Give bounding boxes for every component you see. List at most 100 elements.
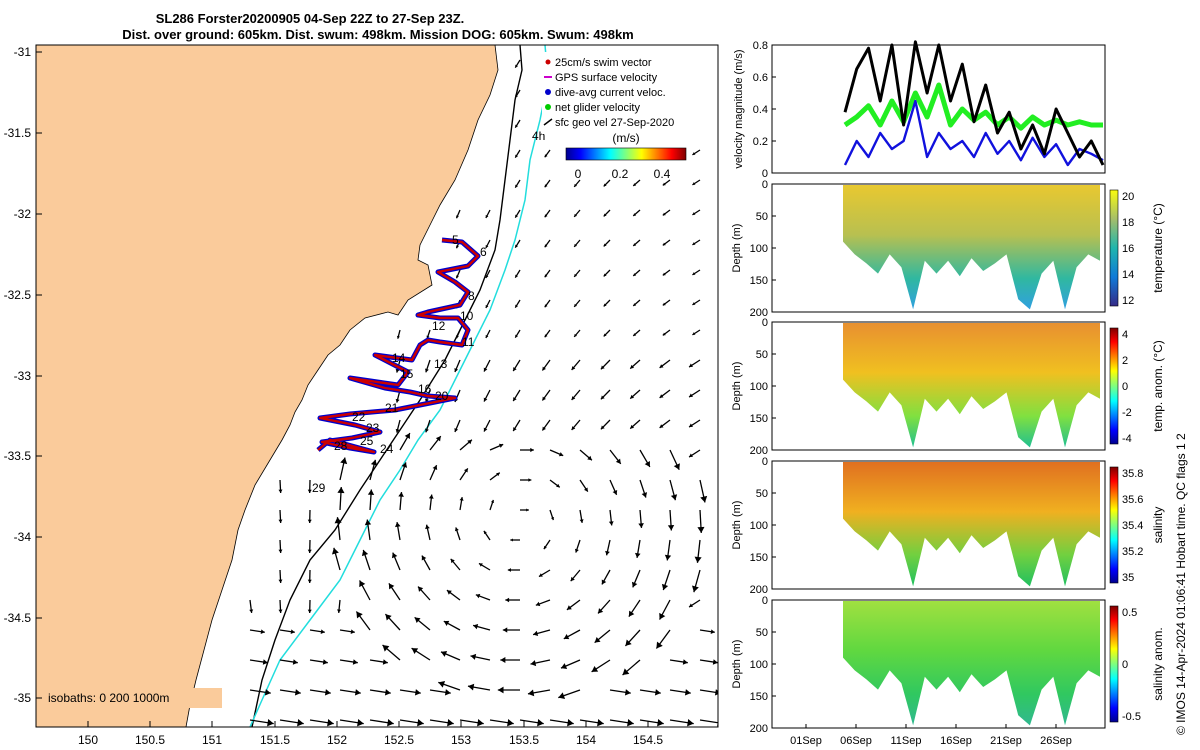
geo-arrow-head: [515, 124, 518, 128]
geo-arrow-head: [515, 154, 518, 158]
geo-arrow-head: [352, 659, 358, 665]
geo-arrow-head: [558, 452, 564, 457]
geo-arrow-head: [635, 552, 641, 558]
day-label: 10: [460, 309, 474, 323]
geo-arrow-head: [450, 558, 455, 564]
geo-arrow-head: [414, 689, 421, 696]
lon-tick-label: 154.5: [633, 733, 663, 747]
geo-arrow-head: [357, 718, 364, 727]
geo-arrow-head: [515, 274, 518, 278]
geo-arrow-head: [485, 275, 489, 279]
geo-arrow-head: [490, 499, 495, 504]
geo-arrow-head: [249, 609, 254, 613]
lon-tick-label: 150.5: [135, 733, 165, 747]
footer-credit: © IMOS 14-Apr-2024 01:06:41 Hobart time.…: [1174, 433, 1188, 735]
geo-arrow-head: [388, 583, 395, 590]
geo-arrow-head: [384, 689, 391, 696]
title-line1: SL286 Forster20200905 04-Sep 22Z to 27-S…: [156, 11, 465, 26]
geo-arrow-head: [485, 335, 489, 339]
geo-arrow-head: [470, 653, 477, 660]
geo-arrow-head: [603, 273, 607, 277]
colorbar-tick-2: 0.4: [654, 167, 671, 181]
lon-tick-label: 150: [78, 733, 98, 747]
depth-tick-label: 0: [762, 179, 768, 191]
geo-arrow-head: [483, 367, 488, 372]
geo-arrow-head: [633, 333, 637, 336]
geo-arrow-head: [612, 489, 618, 495]
geo-arrow-head: [387, 718, 394, 727]
vel-ytick-label: 0: [762, 168, 768, 180]
geo-arrow-head: [515, 244, 518, 248]
colorbar-label: salinity: [1151, 507, 1165, 544]
geo-arrow-head: [638, 523, 644, 528]
panel-temp-anomaly: 0 50 100 150 200 Depth (m) 4 2 0 -2 -4 temp. anom. …: [731, 317, 1165, 457]
map-axis-ticks: 150 150.5 151 151.5 152 152.5 153 153.5 154 154.5…: [4, 45, 664, 747]
geo-arrow-head: [700, 495, 708, 503]
geo-arrow-head: [505, 597, 510, 603]
isobaths-label: isobaths: 0 200 1000m: [48, 691, 169, 705]
geo-arrow-head: [628, 610, 635, 617]
geo-arrow-head: [411, 648, 419, 655]
geo-arrow-head: [425, 524, 430, 530]
geo-arrow-head: [603, 213, 607, 217]
geo-arrow-head: [560, 663, 568, 669]
geo-arrow-head: [350, 629, 355, 634]
geo-arrow-head: [641, 492, 648, 498]
geo-arrow-head: [483, 530, 487, 535]
geo-arrow-head: [633, 183, 637, 186]
velocity-axis: 0 0.2 0.4 0.6 0.8: [753, 40, 776, 180]
geo-arrow-head: [664, 554, 672, 561]
lon-tick-label: 151: [202, 733, 222, 747]
geo-arrow-head: [467, 439, 472, 445]
colorbar-tick-label: 0: [1122, 659, 1128, 671]
geo-arrow-head: [625, 639, 632, 646]
geo-arrow-head: [644, 461, 650, 467]
geo-arrow-head: [689, 393, 693, 398]
geo-arrow-head: [710, 629, 715, 634]
geo-arrow-head: [659, 394, 664, 398]
geo-arrow-head: [497, 686, 504, 694]
geo-arrow-head: [340, 457, 348, 465]
colorbar-tick-label: 35: [1122, 572, 1134, 584]
geo-arrow-head: [550, 516, 555, 521]
geo-arrow-head: [591, 665, 599, 672]
day-label: 23: [366, 421, 380, 435]
geo-arrow-head: [544, 214, 548, 218]
geo-arrow-head: [571, 426, 576, 430]
depth-ylabel: Depth (m): [731, 501, 743, 550]
geo-arrow-head: [544, 274, 548, 278]
geo-arrow-head: [689, 363, 693, 368]
depth-tick-label: 50: [756, 627, 768, 639]
depth-tick-label: 150: [750, 275, 768, 287]
colorbar: [1109, 189, 1119, 307]
geo-arrow-head: [689, 423, 693, 428]
date-tick-label: 11Sep: [891, 735, 922, 747]
geo-arrow-head: [456, 245, 459, 249]
geo-arrow-head: [507, 718, 514, 727]
depth-tick-label: 150: [750, 413, 768, 425]
colorbar-tick-1: 0.2: [612, 167, 629, 181]
geo-arrow-head: [659, 424, 664, 428]
geo-arrow-head: [530, 660, 537, 667]
colorbar-tick-label: 35.2: [1122, 546, 1143, 558]
velocity-series: [843, 40, 1105, 167]
geo-arrow-head: [428, 494, 434, 499]
geo-arrow-head: [418, 586, 424, 592]
colorbar-tick-label: 35.6: [1122, 494, 1143, 506]
geo-arrow-head: [395, 428, 400, 433]
geo-arrow-head: [264, 689, 271, 696]
day-label: 13: [434, 357, 448, 371]
lat-tick-label: -33: [14, 369, 32, 383]
geo-arrow-head: [659, 612, 666, 620]
depth-tick-label: 150: [750, 552, 768, 564]
geo-arrow-head: [542, 366, 546, 371]
geo-arrow-head: [396, 335, 400, 339]
geo-arrow-head: [692, 152, 696, 155]
geo-arrow-head: [364, 519, 372, 526]
panel-salinity-anomaly: 0 50 100 150 200 Depth (m) 0.5 0 -0.5 salinity an…: [731, 595, 1165, 735]
geo-arrow-head: [421, 555, 427, 561]
geo-arrow-head: [334, 517, 342, 524]
geo-arrow-head: [682, 659, 688, 665]
